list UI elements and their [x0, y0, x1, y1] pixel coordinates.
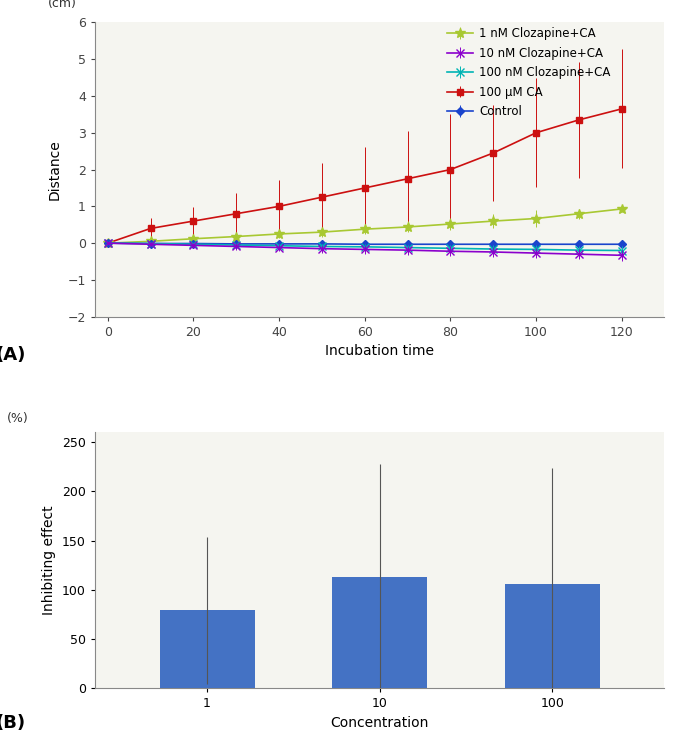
Text: 140: 140 — [677, 322, 678, 335]
Text: (B): (B) — [0, 714, 25, 732]
Bar — [505, 584, 600, 688]
Y-axis label: Inhibiting effect: Inhibiting effect — [43, 506, 56, 615]
Y-axis label: Distance: Distance — [48, 139, 62, 200]
Text: (minutes): (minutes) — [677, 304, 678, 317]
X-axis label: Incubation time: Incubation time — [325, 344, 434, 358]
Bar — [159, 610, 254, 688]
Text: (A): (A) — [0, 346, 26, 364]
Bar — [332, 577, 427, 688]
X-axis label: Concentration: Concentration — [330, 716, 429, 730]
Text: (%): (%) — [7, 412, 28, 425]
Legend: 1 nM Clozapine+CA, 10 nM Clozapine+CA, 100 nM Clozapine+CA, 100 μM CA, Control: 1 nM Clozapine+CA, 10 nM Clozapine+CA, 1… — [443, 22, 615, 123]
Text: (nM): (nM) — [677, 710, 678, 723]
Text: (cm): (cm) — [48, 0, 77, 10]
